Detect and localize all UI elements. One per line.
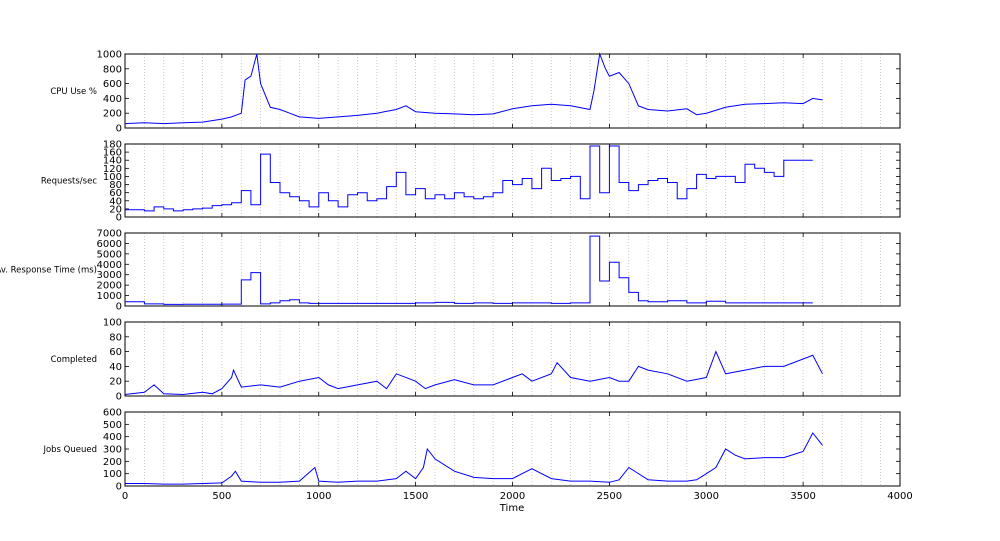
y-tick-label: 80	[109, 180, 122, 191]
x-tick-label: 500	[212, 491, 231, 502]
series-line	[124, 350, 823, 396]
series-line	[124, 52, 823, 125]
panel-4: 0 20 40 60 80 100 Completed	[51, 318, 901, 403]
y-tick-label: 400	[103, 94, 122, 105]
y-tick-label: 80	[109, 332, 122, 343]
y-tick-label: 20	[109, 204, 122, 215]
y-tick-label: 40	[109, 196, 122, 207]
y-tick-label: 100	[103, 172, 122, 183]
y-tick-label: 2000	[97, 281, 122, 292]
y-tick-label: 0	[116, 482, 122, 493]
x-tick-label: 1000	[306, 491, 331, 502]
y-tick-label: 800	[103, 64, 122, 75]
y-tick-label: 1000	[97, 50, 122, 61]
x-tick-label: 3500	[790, 491, 815, 502]
y-tick-label: 200	[103, 457, 122, 468]
series-line	[125, 432, 823, 485]
y-tick-label: 0	[116, 392, 122, 403]
x-tick-label: 2000	[500, 491, 525, 502]
y-tick-label: 60	[109, 188, 122, 199]
y-axis-label: Completed	[51, 355, 97, 365]
y-tick-label: 60	[109, 347, 122, 358]
y-tick-label: 100	[103, 318, 122, 329]
x-tick-label: 2500	[597, 491, 622, 502]
y-tick-label: 0	[116, 213, 122, 224]
y-tick-label: 120	[103, 164, 122, 175]
y-axis-label: Requests/sec	[41, 177, 97, 187]
y-tick-label: 3000	[97, 270, 122, 281]
y-axis-label: Av. Response Time (ms)	[0, 266, 97, 276]
y-tick-label: 4000	[97, 260, 122, 271]
y-axis-label: CPU Use %	[50, 87, 97, 97]
y-tick-label: 300	[103, 445, 122, 456]
panel-1: 0 200 400 600 800 1000 CPU Use %	[50, 50, 901, 135]
y-tick-label: 20	[109, 377, 122, 388]
y-tick-label: 40	[109, 362, 122, 373]
series-line	[125, 145, 813, 212]
x-tick-label: 4000	[887, 491, 912, 502]
x-tick-label: 1500	[403, 491, 428, 502]
y-tick-label: 600	[103, 79, 122, 90]
series-line	[125, 235, 813, 305]
y-tick-label: 0	[116, 302, 122, 313]
y-tick-label: 100	[103, 469, 122, 480]
x-axis-label: Time	[499, 503, 524, 514]
x-tick-label: 0	[122, 491, 128, 502]
y-tick-label: 7000	[97, 229, 122, 240]
y-tick-label: 1000	[97, 291, 122, 302]
y-tick-label: 140	[103, 156, 122, 167]
y-tick-label: 500	[103, 420, 122, 431]
y-tick-label: 160	[103, 148, 122, 159]
y-tick-label: 600	[103, 408, 122, 419]
y-tick-label: 6000	[97, 239, 122, 250]
y-tick-label: 400	[103, 432, 122, 443]
y-tick-label: 180	[103, 140, 122, 151]
y-axis-label: Jobs Queued	[42, 445, 97, 455]
x-tick-label: 3000	[694, 491, 719, 502]
y-tick-label: 200	[103, 109, 122, 120]
y-tick-label: 5000	[97, 249, 122, 260]
y-tick-label: 0	[116, 124, 122, 135]
